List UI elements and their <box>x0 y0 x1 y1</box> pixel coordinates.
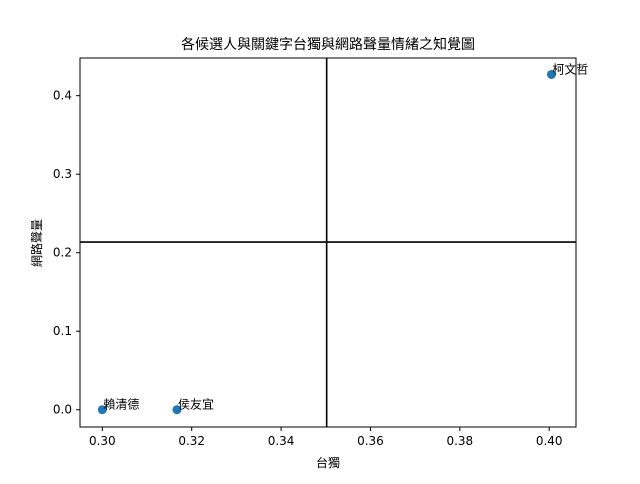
y-tick-label: 0.1 <box>53 324 72 338</box>
x-tick-label: 0.38 <box>446 434 473 448</box>
point-label: 柯文哲 <box>552 61 588 76</box>
point-label: 侯友宜 <box>178 397 214 412</box>
x-tick-label: 0.34 <box>268 434 295 448</box>
x-tick-label: 0.36 <box>357 434 384 448</box>
point-label: 賴清德 <box>103 397 139 412</box>
y-axis-label: 網路聲量 <box>29 219 44 267</box>
y-tick-label: 0.3 <box>53 167 72 181</box>
x-tick-label: 0.40 <box>536 434 563 448</box>
scatter-point <box>172 405 182 415</box>
scatter-point <box>97 405 107 415</box>
x-tick-label: 0.30 <box>89 434 116 448</box>
y-tick-label: 0.4 <box>53 89 72 103</box>
plot-area: 0.30 0.32 0.34 0.36 0.38 0.40 0.0 0.1 0.2 0.3 0.4 賴… <box>53 57 588 448</box>
y-tick-label: 0.2 <box>53 246 72 260</box>
scatter-point <box>546 69 556 79</box>
y-tick-label: 0.0 <box>53 403 72 417</box>
x-axis-label: 台獨 <box>316 455 340 470</box>
chart-title: 各候選人與關鍵字台獨與網路聲量情緒之知覺圖 <box>181 36 475 53</box>
x-tick-label: 0.32 <box>178 434 205 448</box>
